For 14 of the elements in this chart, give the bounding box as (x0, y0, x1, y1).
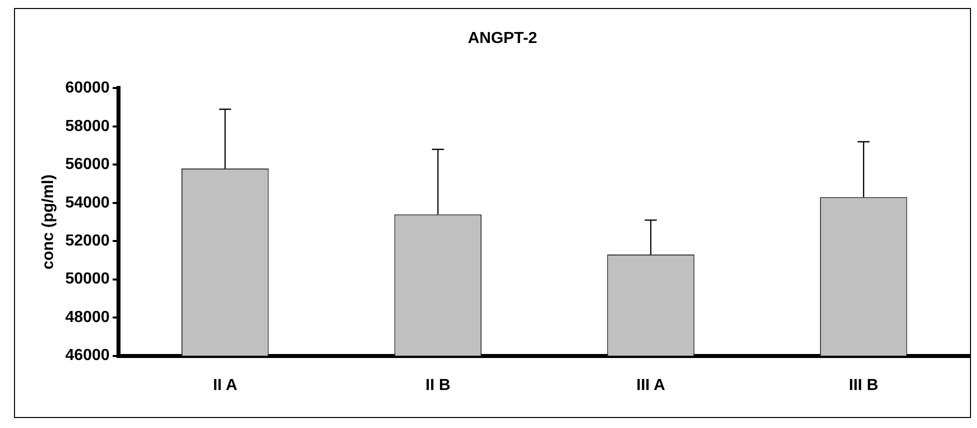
y-tick-label: 52000 (65, 232, 110, 250)
y-tick-label: 56000 (65, 156, 110, 174)
x-tick-label: III A (636, 376, 666, 394)
y-tick-label: 60000 (65, 80, 110, 97)
y-tick-label: 48000 (65, 308, 110, 326)
y-axis-title: conc (pg/ml) (40, 174, 58, 270)
y-tick-label: 54000 (65, 194, 110, 212)
y-tick-label: 50000 (65, 270, 110, 288)
x-tick-label: II A (212, 376, 238, 394)
x-tick-label: III B (848, 376, 878, 394)
y-tick-label: 58000 (65, 118, 110, 135)
x-tick-label: II B (425, 376, 450, 394)
chart-title: ANGPT-2 (468, 30, 538, 48)
y-tick-label: 46000 (65, 347, 110, 364)
